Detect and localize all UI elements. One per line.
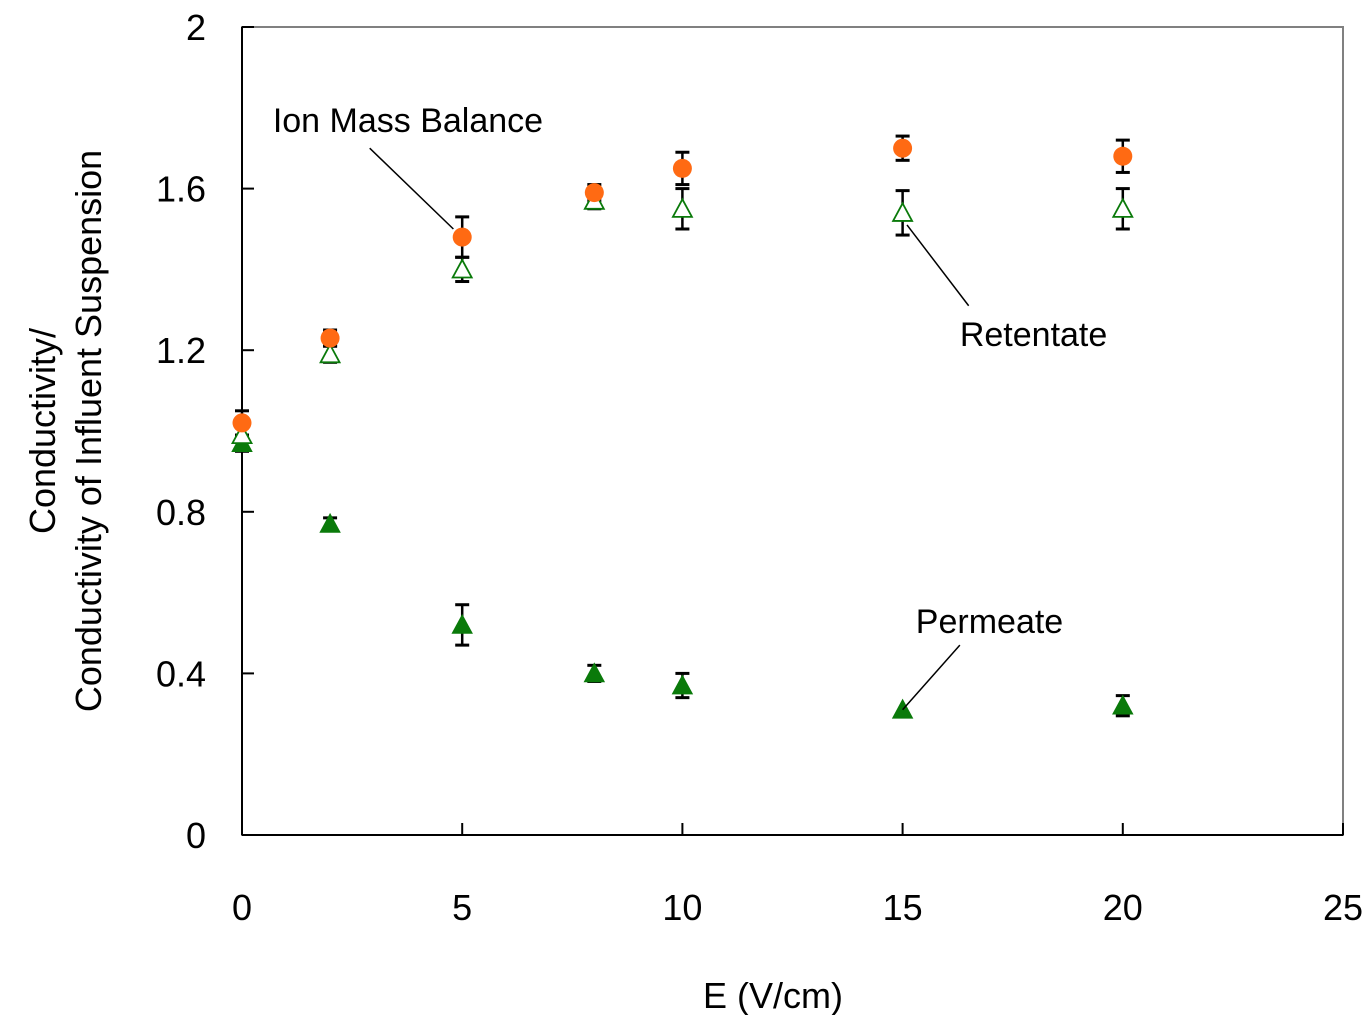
annotation-label: Ion Mass Balance (273, 102, 543, 140)
ion-mass-balance-point (672, 158, 692, 178)
x-axis-title: E (V/cm) (703, 975, 843, 1015)
axes: 00.40.81.21.620 5 10 15 20 25 (156, 7, 1363, 928)
permeate-point (451, 613, 473, 634)
x-tick-label: 20 (1103, 887, 1143, 928)
y-axis-title-line-2: Conductivity of Influent Suspension (68, 150, 109, 712)
ion-mass-balance-point (452, 227, 472, 247)
retentate-point (319, 342, 342, 364)
permeate-point (671, 674, 694, 695)
plot-area (241, 26, 1344, 836)
x-tick-label: 5 (452, 887, 472, 928)
y-tick-label: 0.8 (156, 492, 206, 533)
y-tick-label: 1.2 (156, 330, 206, 371)
y-axis-title-line-1: Conductivity/ (22, 328, 63, 534)
annotations: Ion Mass Balance Retentate Permeate (273, 102, 1107, 711)
permeate-point (319, 512, 341, 533)
ion-mass-balance-point (893, 138, 913, 158)
x-tick-label: 15 (883, 887, 923, 928)
data-markers (230, 138, 1134, 719)
annotation-leader-line (902, 644, 961, 711)
retentate-point (230, 423, 254, 445)
retentate-point (1111, 197, 1134, 218)
annotation-label: Permeate (916, 603, 1063, 641)
y-tick-label: 2 (186, 7, 206, 48)
ion-mass-balance-point (232, 413, 252, 433)
permeate-point (583, 662, 606, 683)
permeate-point (1112, 694, 1134, 715)
ion-mass-balance-point (584, 183, 604, 203)
annotation-leader-line (369, 147, 454, 230)
retentate-point (671, 197, 694, 218)
annotation-leader-line (906, 224, 970, 307)
retentate-point (451, 258, 474, 279)
x-tick-label: 10 (662, 887, 702, 928)
y-tick-label: 1.6 (156, 169, 206, 210)
y-tick-label: 0.4 (156, 653, 206, 694)
x-tick-label: 25 (1323, 887, 1363, 928)
x-tick-label: 0 (232, 887, 252, 928)
ion-mass-balance-point (320, 328, 340, 348)
y-tick-label: 0 (186, 815, 206, 856)
y-axis-title: Conductivity/ Conductivity of Influent S… (22, 150, 109, 712)
annotation-label: Retentate (960, 316, 1107, 354)
ion-mass-balance-point (1113, 146, 1133, 166)
retentate-point (891, 201, 914, 222)
